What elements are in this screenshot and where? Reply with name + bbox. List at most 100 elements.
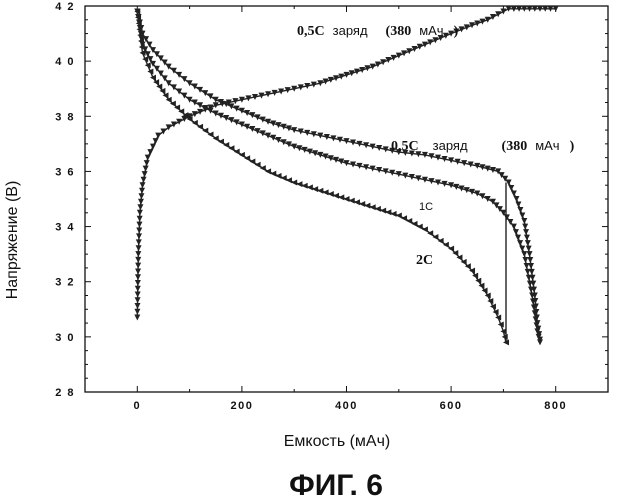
annotation-2c: 2C: [416, 253, 433, 268]
data-point: [270, 135, 276, 141]
data-point: [385, 209, 391, 215]
plot-series: [134, 6, 558, 346]
y-tick-label: 3 8: [55, 111, 75, 123]
data-point: [490, 14, 496, 20]
data-point: [136, 233, 142, 239]
annotation-charge: 0,5C заряд (380 мАч ): [297, 22, 459, 39]
data-point: [147, 149, 153, 155]
data-point: [464, 24, 470, 30]
data-point: [333, 193, 339, 199]
data-point: [255, 114, 261, 120]
annotation-discharge-05c-cap: (380: [502, 139, 528, 154]
data-point: [417, 224, 423, 230]
data-point: [344, 196, 350, 202]
x-tick-label: 0: [133, 400, 141, 412]
plot-axes: 02004006008002 83 03 23 43 63 84 04 2: [55, 1, 608, 412]
data-point: [422, 42, 428, 48]
annotation-charge-close: ): [454, 24, 459, 39]
data-point: [417, 44, 423, 50]
data-point: [519, 246, 525, 252]
data-point: [522, 257, 528, 263]
data-point: [359, 201, 365, 207]
annotation-discharge-05c-word: заряд: [433, 138, 468, 153]
annotation-discharge-05c-rate: 0,5C: [391, 139, 419, 154]
data-point: [493, 309, 499, 315]
data-point: [137, 216, 143, 222]
data-point: [281, 139, 287, 145]
data-point: [147, 68, 153, 74]
data-point: [406, 48, 412, 54]
data-point: [135, 297, 141, 303]
data-point: [524, 235, 530, 241]
data-point: [213, 97, 219, 103]
annotation-charge-unit: мАч: [419, 23, 443, 38]
data-point: [525, 240, 531, 246]
data-point: [527, 251, 533, 257]
data-point: [244, 124, 250, 130]
series-1: [511, 6, 559, 12]
series-line: [137, 12, 540, 343]
data-point: [523, 229, 529, 235]
data-point: [144, 160, 150, 166]
data-point: [525, 269, 531, 275]
y-tick-label: 4 2: [55, 1, 75, 13]
data-point: [134, 315, 140, 321]
data-point: [135, 251, 141, 257]
data-point: [349, 198, 355, 204]
x-tick-label: 400: [335, 400, 358, 412]
data-point: [328, 191, 334, 197]
series-line: [137, 12, 540, 340]
data-point: [513, 196, 519, 202]
data-point: [234, 119, 240, 125]
y-tick-label: 3 6: [55, 166, 75, 178]
x-tick-label: 600: [440, 400, 463, 412]
y-tick-label: 3 0: [55, 332, 75, 344]
figure-caption: ФИГ. 6: [289, 469, 383, 500]
x-tick-label: 800: [544, 400, 567, 412]
data-point: [286, 141, 292, 147]
data-point: [317, 188, 323, 194]
data-point: [136, 245, 142, 251]
data-point: [136, 222, 142, 228]
data-point: [141, 177, 147, 183]
data-point: [137, 204, 143, 210]
data-point: [239, 108, 245, 114]
data-point: [145, 62, 151, 68]
data-point: [249, 112, 255, 118]
data-point: [517, 240, 523, 246]
data-point: [208, 93, 214, 99]
data-point: [375, 206, 381, 212]
y-tick-label: 4 0: [55, 56, 75, 68]
data-point: [176, 119, 182, 125]
data-point: [239, 122, 245, 128]
data-point: [192, 111, 198, 117]
data-point: [354, 199, 360, 205]
data-point: [370, 204, 376, 210]
data-point: [485, 196, 491, 202]
data-point: [296, 181, 302, 187]
data-point: [396, 213, 402, 219]
data-point: [422, 226, 428, 232]
data-point: [276, 137, 282, 143]
data-point: [495, 315, 501, 321]
series-3: [134, 9, 543, 346]
data-point: [515, 235, 521, 241]
data-point: [150, 144, 156, 150]
data-point: [265, 133, 271, 139]
data-point: [521, 251, 527, 257]
data-point: [260, 130, 266, 136]
series-2: [134, 9, 543, 343]
data-point: [519, 213, 525, 219]
data-point: [135, 280, 141, 286]
data-point: [515, 202, 521, 208]
data-point: [391, 211, 397, 217]
data-point: [385, 57, 391, 63]
data-point: [255, 128, 261, 134]
data-point: [537, 339, 543, 345]
data-point: [513, 229, 519, 235]
data-point: [134, 303, 140, 309]
data-point: [511, 224, 517, 230]
data-point: [500, 9, 506, 15]
series-4: [134, 9, 509, 346]
